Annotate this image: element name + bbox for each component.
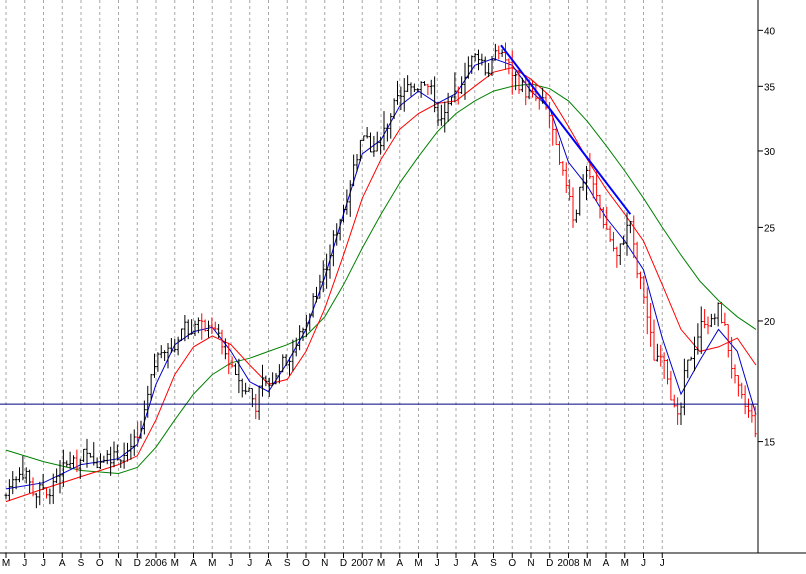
x-tick-label: M	[621, 558, 629, 569]
x-tick-label: J	[41, 558, 46, 569]
x-tick-label: M	[2, 558, 10, 569]
y-tick-label: 35	[764, 82, 776, 93]
x-tick-label: 2007	[351, 558, 374, 569]
x-tick-label: S	[78, 558, 85, 569]
x-tick-label: D	[340, 558, 347, 569]
x-tick-label: J	[229, 558, 234, 569]
x-tick-label: 2006	[145, 558, 168, 569]
x-tick-label: N	[527, 558, 534, 569]
x-tick-label: J	[435, 558, 440, 569]
x-tick-label: J	[454, 558, 459, 569]
x-tick-label: M	[171, 558, 179, 569]
ma-short-line	[5, 57, 757, 490]
x-tick-label: A	[603, 558, 610, 569]
price-bars	[4, 42, 757, 509]
x-tick-label: A	[265, 558, 272, 569]
x-tick-label: N	[321, 558, 328, 569]
x-tick-label: D	[134, 558, 141, 569]
y-tick-label: 25	[764, 223, 776, 234]
x-tick-label: J	[641, 558, 646, 569]
x-tick-label: S	[490, 558, 497, 569]
trend-lines	[0, 44, 758, 405]
y-tick-label: 40	[764, 26, 776, 37]
x-tick-label: A	[396, 558, 403, 569]
x-tick-label: D	[546, 558, 553, 569]
x-tick-label: N	[115, 558, 122, 569]
trendline	[500, 44, 632, 215]
x-tick-label: J	[22, 558, 27, 569]
x-tick-label: A	[190, 558, 197, 569]
x-tick-label: O	[96, 558, 104, 569]
y-tick-label: 30	[764, 147, 776, 158]
x-tick-label: M	[377, 558, 385, 569]
ma-long-line	[5, 83, 757, 475]
y-tick-label: 20	[764, 317, 776, 328]
x-tick-label: O	[302, 558, 310, 569]
x-tick-label: O	[508, 558, 516, 569]
x-tick-label: M	[414, 558, 422, 569]
x-tick-label: J	[247, 558, 252, 569]
x-tick-label: M	[583, 558, 591, 569]
x-tick-label: A	[471, 558, 478, 569]
x-tick-label: 2008	[557, 558, 580, 569]
x-tick-label: M	[208, 558, 216, 569]
grid-layer	[5, 0, 663, 553]
ma-medium-line	[5, 67, 757, 503]
x-tick-label: J	[660, 558, 665, 569]
x-tick-label: A	[59, 558, 66, 569]
x-tick-label: S	[284, 558, 291, 569]
y-tick-label: 15	[764, 438, 776, 449]
